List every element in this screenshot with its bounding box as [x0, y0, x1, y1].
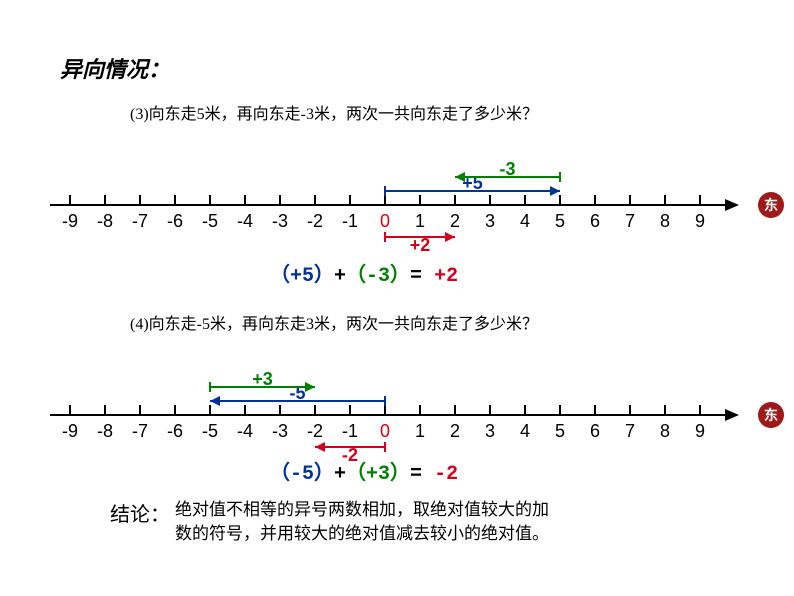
- svg-text:-4: -4: [237, 211, 253, 231]
- svg-text:-4: -4: [237, 421, 253, 441]
- svg-text:1: 1: [415, 421, 425, 441]
- svg-text:-8: -8: [97, 211, 113, 231]
- svg-text:-2: -2: [307, 421, 323, 441]
- svg-text:-8: -8: [97, 421, 113, 441]
- svg-text:7: 7: [625, 421, 635, 441]
- question-3: (3)向东走5米，再向东走-3米，两次一共向东走了多少米？: [130, 100, 538, 124]
- equation-1: （+5）+（-3）= +2: [270, 258, 458, 288]
- svg-text:-1: -1: [342, 421, 358, 441]
- svg-text:-3: -3: [272, 421, 288, 441]
- svg-text:-7: -7: [132, 211, 148, 231]
- svg-text:-5: -5: [202, 421, 218, 441]
- svg-text:-5: -5: [202, 211, 218, 231]
- svg-text:-7: -7: [132, 421, 148, 441]
- section-title: 异向情况：: [60, 52, 170, 84]
- svg-text:-2: -2: [307, 211, 323, 231]
- conclusion-line1: 绝对值不相等的异号两数相加，取绝对值较大的加: [175, 500, 549, 519]
- svg-text:-6: -6: [167, 421, 183, 441]
- question-4: (4)向东走-5米，再向东走3米，两次一共向东走了多少米？: [130, 310, 538, 334]
- equation-2: （-5）+（+3）= -2: [270, 456, 458, 486]
- svg-text:-6: -6: [167, 211, 183, 231]
- svg-text:-3: -3: [272, 211, 288, 231]
- svg-text:7: 7: [625, 211, 635, 231]
- conclusion-text: 绝对值不相等的异号两数相加，取绝对值较大的加 数的符号，并用较大的绝对值减去较小…: [175, 498, 549, 546]
- svg-text:9: 9: [695, 211, 705, 231]
- conclusion-label: 结论：: [110, 498, 170, 527]
- svg-text:9: 9: [695, 421, 705, 441]
- svg-text:-9: -9: [62, 211, 78, 231]
- svg-text:-1: -1: [342, 211, 358, 231]
- svg-text:1: 1: [415, 211, 425, 231]
- svg-text:3: 3: [485, 421, 495, 441]
- svg-text:0: 0: [380, 421, 390, 441]
- svg-text:+2: +2: [410, 235, 431, 255]
- svg-text:3: 3: [485, 211, 495, 231]
- east-icon: 东: [758, 192, 784, 218]
- svg-text:4: 4: [520, 421, 530, 441]
- svg-text:6: 6: [590, 421, 600, 441]
- svg-text:0: 0: [380, 211, 390, 231]
- svg-text:5: 5: [555, 211, 565, 231]
- svg-text:-3: -3: [499, 159, 515, 179]
- svg-text:-9: -9: [62, 421, 78, 441]
- svg-text:2: 2: [450, 421, 460, 441]
- svg-text:+3: +3: [252, 369, 273, 389]
- svg-text:8: 8: [660, 211, 670, 231]
- svg-text:4: 4: [520, 211, 530, 231]
- svg-text:8: 8: [660, 421, 670, 441]
- svg-text:6: 6: [590, 211, 600, 231]
- svg-text:2: 2: [450, 211, 460, 231]
- numberline-1: -9-8-7-6-5-4-3-2-10123456789+5-3+2: [40, 160, 760, 255]
- numberline-2: -9-8-7-6-5-4-3-2-10123456789-5+3-2: [40, 370, 760, 465]
- svg-text:5: 5: [555, 421, 565, 441]
- east-icon: 东: [758, 402, 784, 428]
- conclusion-line2: 数的符号，并用较大的绝对值减去较小的绝对值。: [175, 524, 549, 543]
